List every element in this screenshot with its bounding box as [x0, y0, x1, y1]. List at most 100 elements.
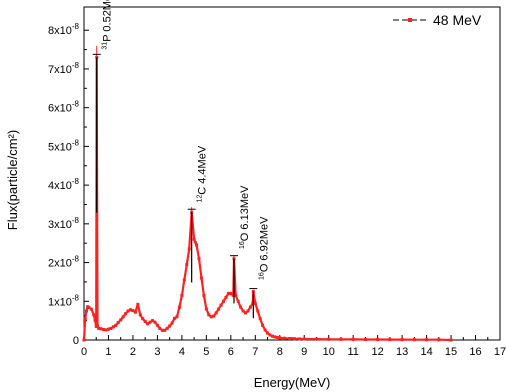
data-point [185, 262, 189, 266]
legend: 48 MeV [393, 12, 482, 28]
x-tick-label: 4 [179, 346, 185, 358]
data-point [83, 317, 87, 321]
peak-label: 16O 6.13MeV [239, 185, 251, 249]
data-point [93, 318, 97, 322]
data-point [114, 323, 118, 327]
x-axis: 0 1 2 3 4 5 6 7 8 9 10 11 12 13 14 15 16 17 [81, 335, 506, 358]
data-point [207, 313, 211, 317]
data-point [388, 338, 392, 342]
data-point [226, 292, 230, 296]
y-tick-label: 6x10-8 [48, 100, 80, 115]
x-tick-label: 11 [347, 346, 358, 358]
data-point [202, 293, 206, 297]
data-point [158, 326, 162, 330]
data-point [234, 293, 238, 297]
x-tick-label: 1 [105, 346, 111, 358]
data-point [241, 309, 245, 313]
data-point [148, 320, 152, 324]
data-point [106, 327, 110, 331]
series-line [82, 56, 452, 342]
data-point [187, 247, 191, 251]
data-point [160, 328, 164, 332]
data-point [253, 301, 257, 305]
legend-marker [408, 18, 412, 22]
data-point [128, 308, 132, 312]
x-tick-label: 3 [154, 346, 160, 358]
x-tick-label: 13 [396, 346, 408, 358]
data-point [109, 326, 113, 330]
x-tick-label: 7 [252, 346, 258, 358]
x-tick-label: 10 [323, 346, 335, 358]
data-point [197, 257, 201, 261]
data-point [175, 315, 179, 319]
data-point [376, 338, 380, 342]
data-point [327, 337, 331, 341]
data-point [131, 309, 135, 313]
y-tick-label: 0 [73, 335, 79, 347]
data-point [209, 315, 213, 319]
data-point [449, 338, 453, 342]
data-point [258, 317, 262, 321]
x-tick-label: 17 [494, 346, 506, 358]
data-point [239, 305, 243, 309]
data-point [256, 309, 260, 313]
data-point [339, 337, 343, 341]
data-point [180, 293, 184, 297]
data-point [173, 316, 177, 320]
data-point [229, 292, 233, 296]
data-point [102, 328, 106, 332]
data-point [219, 303, 223, 307]
x-tick-label: 14 [420, 346, 432, 358]
data-point [151, 319, 155, 323]
data-point [104, 328, 108, 332]
data-point [236, 299, 240, 303]
x-tick-label: 8 [277, 346, 283, 358]
y-tick-label: 2x10-8 [48, 255, 80, 270]
peak-label: 31P 0.52MeV [102, 0, 114, 50]
x-tick-label: 5 [203, 346, 209, 358]
data-point [221, 299, 225, 303]
data-point [124, 312, 128, 316]
data-point [133, 310, 137, 314]
data-point [87, 305, 91, 309]
data-point [199, 276, 203, 280]
data-point [82, 338, 86, 342]
data-point [278, 336, 282, 340]
data-point [177, 305, 181, 309]
data-point [217, 307, 221, 311]
data-point [99, 327, 103, 331]
x-tick-label: 12 [372, 346, 384, 358]
data-point [168, 324, 172, 328]
data-point [363, 337, 367, 341]
y-tick-label: 3x10-8 [48, 216, 80, 231]
data-point [165, 326, 169, 330]
data-point [231, 293, 235, 297]
data-point [155, 323, 159, 327]
data-point [283, 336, 287, 340]
x-tick-label: 9 [301, 346, 307, 358]
data-point [263, 328, 267, 332]
data-point [425, 338, 429, 342]
data-point [92, 313, 96, 317]
data-point [273, 335, 277, 339]
x-tick-label: 2 [130, 346, 136, 358]
data-point [136, 302, 140, 306]
annotations: 31P 0.52MeV 12C 4.4MeV 16O 6.13MeV 16O 6.92… [92, 0, 270, 319]
data-point [182, 278, 186, 282]
data-point [163, 328, 167, 332]
peak-label: 12C 4.4MeV [197, 145, 209, 202]
data-point [153, 320, 157, 324]
data-point [89, 307, 93, 311]
data-point [268, 333, 272, 337]
data-point [292, 337, 296, 341]
y-tick-label: 1x10-8 [48, 293, 80, 308]
data-point [111, 325, 115, 329]
y-tick-label: 5x10-8 [48, 138, 80, 153]
data-point [224, 295, 228, 299]
data-point [195, 243, 199, 247]
data-point [261, 323, 265, 327]
data-point [266, 331, 270, 335]
data-point [97, 326, 101, 330]
data-point [297, 337, 301, 341]
